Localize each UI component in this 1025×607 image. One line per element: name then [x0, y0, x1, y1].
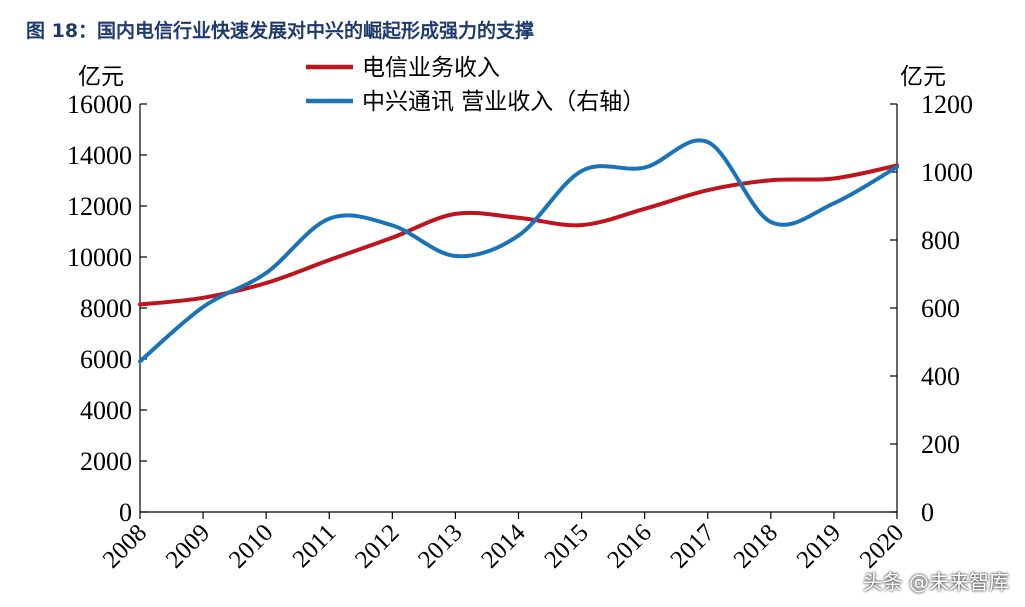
right-tick-label: 1000 [921, 158, 973, 187]
x-tick-label: 2019 [792, 519, 846, 573]
watermark: 头条 @未来智库 [862, 570, 1009, 594]
x-tick-label: 2009 [161, 519, 215, 573]
right-tick-label: 0 [921, 498, 934, 527]
x-tick-label: 2010 [224, 519, 278, 573]
series-line-1 [138, 163, 899, 307]
x-tick-label: 2015 [539, 519, 593, 573]
x-tick-label: 2017 [666, 519, 720, 573]
left-axis-unit: 亿元 [78, 64, 124, 90]
x-tick-label: 2008 [98, 519, 152, 573]
left-tick-label: 16000 [67, 90, 132, 119]
right-axis-unit: 亿元 [900, 64, 946, 90]
right-tick-label: 200 [921, 430, 960, 459]
left-tick-label: 8000 [80, 294, 132, 323]
x-tick-label: 2011 [288, 519, 342, 573]
right-tick-label: 1200 [921, 90, 973, 119]
x-tick-label: 2018 [729, 519, 783, 573]
left-tick-label: 2000 [80, 447, 132, 476]
series-line-2 [138, 138, 899, 364]
x-tick-label: 2014 [476, 519, 531, 574]
left-tick-label: 14000 [67, 141, 132, 170]
left-tick-label: 4000 [80, 396, 132, 425]
right-tick-label: 400 [921, 362, 960, 391]
left-tick-label: 12000 [67, 192, 132, 221]
legend-label-2: 中兴通讯 营业收入（右轴） [362, 89, 645, 115]
left-tick-label: 10000 [67, 243, 132, 272]
chart-title: 图 18：国内电信行业快速发展对中兴的崛起形成强力的支撑 [26, 20, 535, 42]
left-tick-label: 6000 [80, 345, 132, 374]
x-tick-label: 2016 [602, 519, 656, 573]
x-tick-label: 2013 [413, 519, 467, 573]
chart-axes: 0200040006000800010000120001400016000020… [67, 64, 973, 574]
right-tick-label: 600 [921, 294, 960, 323]
legend-label-1: 电信业务收入 [362, 55, 500, 81]
right-tick-label: 800 [921, 226, 960, 255]
left-tick-label: 0 [119, 498, 132, 527]
chart-lines [138, 138, 899, 364]
x-tick-label: 2012 [350, 519, 404, 573]
